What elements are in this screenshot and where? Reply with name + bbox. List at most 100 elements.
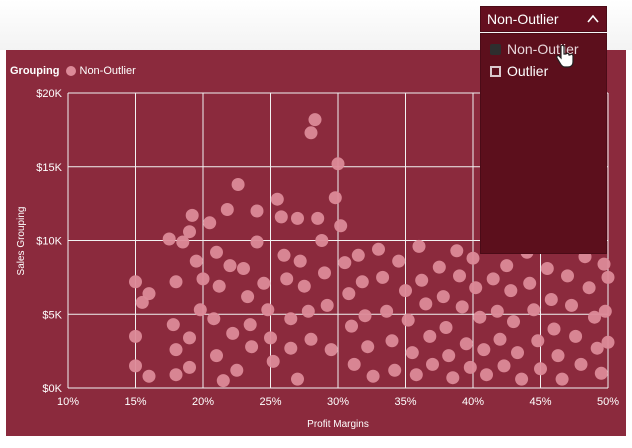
scatter-point[interactable]	[301, 304, 315, 318]
scatter-point[interactable]	[507, 315, 520, 329]
scatter-point[interactable]	[490, 304, 504, 318]
scatter-point[interactable]	[355, 275, 369, 289]
scatter-point[interactable]	[331, 157, 345, 171]
checkbox-unchecked-icon[interactable]	[490, 65, 501, 77]
scatter-point[interactable]	[342, 287, 356, 301]
scatter-point[interactable]	[216, 374, 230, 388]
scatter-point[interactable]	[598, 304, 612, 318]
scatter-point[interactable]	[328, 191, 342, 205]
scatter-point[interactable]	[135, 295, 149, 309]
scatter-point[interactable]	[169, 275, 183, 289]
scatter-point[interactable]	[423, 329, 437, 343]
scatter-point[interactable]	[497, 359, 511, 373]
scatter-point[interactable]	[257, 276, 271, 290]
scatter-point[interactable]	[176, 235, 190, 249]
scatter-point[interactable]	[320, 298, 334, 312]
scatter-point[interactable]	[280, 272, 294, 286]
scatter-point[interactable]	[169, 368, 183, 382]
scatter-point[interactable]	[588, 310, 601, 324]
scatter-point[interactable]	[266, 354, 280, 368]
scatter-point[interactable]	[426, 357, 439, 371]
scatter-point[interactable]	[540, 262, 554, 275]
scatter-point[interactable]	[439, 321, 453, 334]
scatter-point[interactable]	[284, 341, 298, 355]
scatter-point[interactable]	[210, 245, 223, 259]
scatter-point[interactable]	[561, 269, 574, 283]
scatter-point[interactable]	[185, 208, 199, 222]
scatter-point[interactable]	[347, 357, 361, 371]
scatter-point[interactable]	[446, 371, 460, 385]
scatter-point[interactable]	[453, 269, 466, 283]
scatter-point[interactable]	[388, 363, 402, 377]
scatter-point[interactable]	[527, 303, 541, 317]
scatter-point[interactable]	[463, 360, 477, 374]
scatter-point[interactable]	[277, 248, 291, 262]
scatter-point[interactable]	[308, 113, 322, 127]
checkbox-checked-icon[interactable]	[490, 43, 501, 55]
scatter-point[interactable]	[351, 248, 365, 262]
scatter-point[interactable]	[366, 369, 380, 383]
scatter-point[interactable]	[419, 297, 433, 311]
scatter-point[interactable]	[531, 334, 545, 348]
scatter-point[interactable]	[415, 273, 429, 287]
scatter-point[interactable]	[230, 363, 244, 377]
scatter-point[interactable]	[237, 262, 250, 275]
scatter-point[interactable]	[480, 368, 493, 382]
scatter-point[interactable]	[450, 244, 464, 258]
scatter-point[interactable]	[193, 303, 207, 317]
grouping-slicer-dropdown[interactable]: Non-Outlier	[480, 6, 607, 32]
scatter-point[interactable]	[189, 254, 203, 268]
scatter-point[interactable]	[477, 343, 491, 357]
scatter-point[interactable]	[183, 360, 196, 374]
scatter-point[interactable]	[574, 357, 588, 371]
scatter-point[interactable]	[432, 260, 446, 274]
scatter-point[interactable]	[129, 359, 142, 373]
scatter-point[interactable]	[547, 322, 561, 336]
scatter-point[interactable]	[469, 281, 483, 295]
scatter-point[interactable]	[207, 312, 221, 326]
scatter-point[interactable]	[361, 340, 375, 354]
scatter-point[interactable]	[544, 293, 558, 306]
legend-item-label[interactable]: Non-Outlier	[79, 65, 136, 77]
scatter-point[interactable]	[250, 235, 264, 249]
scatter-point[interactable]	[597, 257, 611, 271]
scatter-point[interactable]	[466, 251, 480, 265]
scatter-point[interactable]	[515, 372, 529, 386]
scatter-point[interactable]	[291, 372, 304, 386]
scatter-point[interactable]	[334, 219, 348, 233]
scatter-point[interactable]	[183, 331, 196, 345]
scatter-point[interactable]	[601, 270, 615, 284]
scatter-point[interactable]	[442, 349, 456, 363]
scatter-point[interactable]	[203, 216, 217, 230]
scatter-point[interactable]	[380, 304, 394, 318]
scatter-point[interactable]	[293, 254, 307, 268]
slicer-option-non-outlier[interactable]: Non-Outlier	[481, 38, 606, 60]
scatter-point[interactable]	[473, 310, 487, 324]
scatter-point[interactable]	[166, 318, 180, 332]
scatter-point[interactable]	[523, 276, 537, 290]
scatter-point[interactable]	[392, 254, 406, 268]
scatter-point[interactable]	[486, 272, 500, 286]
scatter-point[interactable]	[551, 349, 565, 363]
scatter-point[interactable]	[401, 313, 415, 327]
chevron-up-icon[interactable]	[586, 12, 600, 26]
scatter-point[interactable]	[304, 332, 318, 346]
scatter-point[interactable]	[555, 372, 569, 386]
scatter-point[interactable]	[569, 329, 583, 343]
scatter-point[interactable]	[241, 290, 255, 304]
scatter-point[interactable]	[223, 259, 237, 273]
scatter-point[interactable]	[601, 335, 615, 349]
scatter-point[interactable]	[245, 340, 259, 354]
scatter-point[interactable]	[142, 369, 156, 383]
scatter-point[interactable]	[162, 232, 176, 246]
scatter-point[interactable]	[264, 331, 277, 345]
scatter-point[interactable]	[129, 329, 142, 343]
scatter-point[interactable]	[376, 270, 390, 284]
scatter-point[interactable]	[243, 318, 257, 332]
scatter-point[interactable]	[590, 341, 604, 355]
scatter-point[interactable]	[231, 178, 245, 191]
scatter-point[interactable]	[129, 275, 142, 289]
scatter-point[interactable]	[297, 279, 311, 293]
slicer-option-outlier[interactable]: Outlier	[481, 60, 606, 82]
scatter-point[interactable]	[409, 368, 423, 382]
